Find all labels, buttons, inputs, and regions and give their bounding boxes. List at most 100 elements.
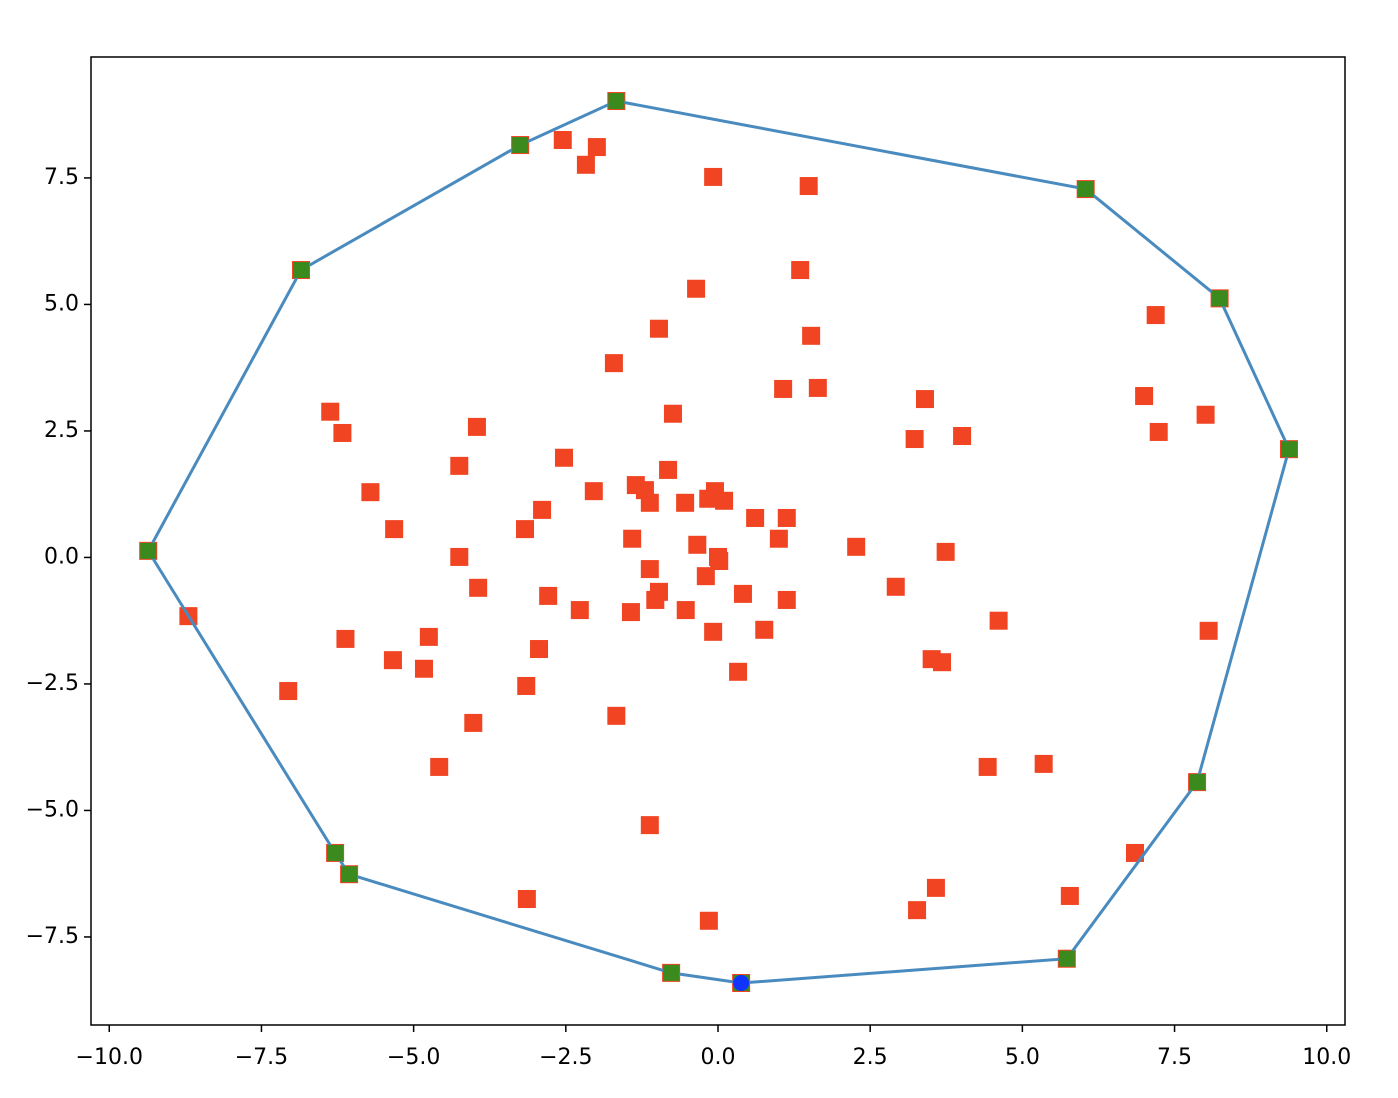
point [621, 603, 640, 622]
point [1125, 843, 1144, 862]
point [570, 601, 589, 620]
point [696, 567, 715, 586]
point [140, 542, 157, 559]
point [908, 901, 927, 920]
point [553, 130, 572, 149]
point [1199, 621, 1218, 640]
point [699, 911, 718, 930]
point [464, 713, 483, 732]
x-tick-label: 5.0 [1005, 1045, 1040, 1070]
x-tick-label: −5.0 [387, 1045, 440, 1070]
point [419, 627, 438, 646]
point [769, 529, 788, 548]
point [539, 586, 558, 605]
point [512, 137, 529, 154]
point [688, 535, 707, 554]
point [327, 844, 344, 861]
point [915, 390, 934, 409]
point [746, 508, 765, 527]
point [933, 653, 952, 672]
point [341, 866, 358, 883]
point [704, 167, 723, 186]
point [1280, 441, 1297, 458]
point [333, 423, 352, 442]
point [886, 577, 905, 596]
point [646, 590, 665, 609]
point [1077, 181, 1094, 198]
point [733, 584, 752, 603]
x-tick-label: −2.5 [539, 1045, 592, 1070]
point [663, 964, 680, 981]
point [640, 816, 659, 835]
point [802, 326, 821, 345]
point [905, 430, 924, 449]
point [1196, 405, 1215, 424]
point [676, 493, 695, 512]
x-tick-label: 2.5 [853, 1045, 888, 1070]
point [676, 601, 695, 620]
point [587, 138, 606, 157]
x-tick-label: 7.5 [1157, 1045, 1192, 1070]
point [704, 622, 723, 641]
point [777, 590, 796, 609]
point [733, 975, 750, 992]
point [604, 354, 623, 373]
y-tick-label: 0.0 [44, 544, 79, 569]
y-tick-label: 7.5 [44, 165, 79, 190]
point [791, 261, 810, 280]
point [640, 493, 659, 512]
point [729, 662, 748, 681]
point [1146, 306, 1165, 325]
point [450, 456, 469, 475]
point [687, 279, 706, 298]
point [953, 427, 972, 446]
point [774, 379, 793, 398]
x-tick-label: 0.0 [701, 1045, 736, 1070]
point [799, 177, 818, 196]
point [1058, 950, 1075, 967]
point [554, 448, 573, 467]
point [336, 629, 355, 648]
point [649, 319, 668, 338]
point [978, 757, 997, 776]
point [516, 520, 535, 539]
y-tick-label: 5.0 [44, 291, 79, 316]
point [777, 508, 796, 527]
point [584, 482, 603, 501]
point [1060, 886, 1079, 905]
point [1149, 422, 1168, 441]
point [576, 155, 595, 174]
point [808, 378, 827, 397]
point [430, 757, 449, 776]
point [607, 706, 626, 725]
point [414, 659, 433, 678]
point [383, 651, 402, 670]
point [293, 262, 310, 279]
plot-area [90, 56, 1346, 1026]
x-tick-label: −7.5 [235, 1045, 288, 1070]
point [1189, 774, 1206, 791]
x-tick-label: −10.0 [76, 1045, 143, 1070]
y-tick-label: 2.5 [44, 418, 79, 443]
point [755, 620, 774, 639]
point [623, 529, 642, 548]
point [989, 611, 1008, 630]
point [936, 542, 955, 561]
point [640, 560, 659, 579]
point [385, 520, 404, 539]
point [1034, 754, 1053, 773]
y-tick-label: −7.5 [26, 924, 79, 949]
point [517, 890, 536, 909]
point [659, 460, 678, 479]
point [279, 682, 298, 701]
point [847, 537, 866, 556]
point [321, 402, 340, 421]
point [1211, 290, 1228, 307]
x-tick-label: 10.0 [1302, 1045, 1351, 1070]
point [715, 491, 734, 510]
y-tick-label: −2.5 [26, 671, 79, 696]
point [467, 417, 486, 436]
point [361, 483, 380, 502]
point [533, 500, 552, 519]
